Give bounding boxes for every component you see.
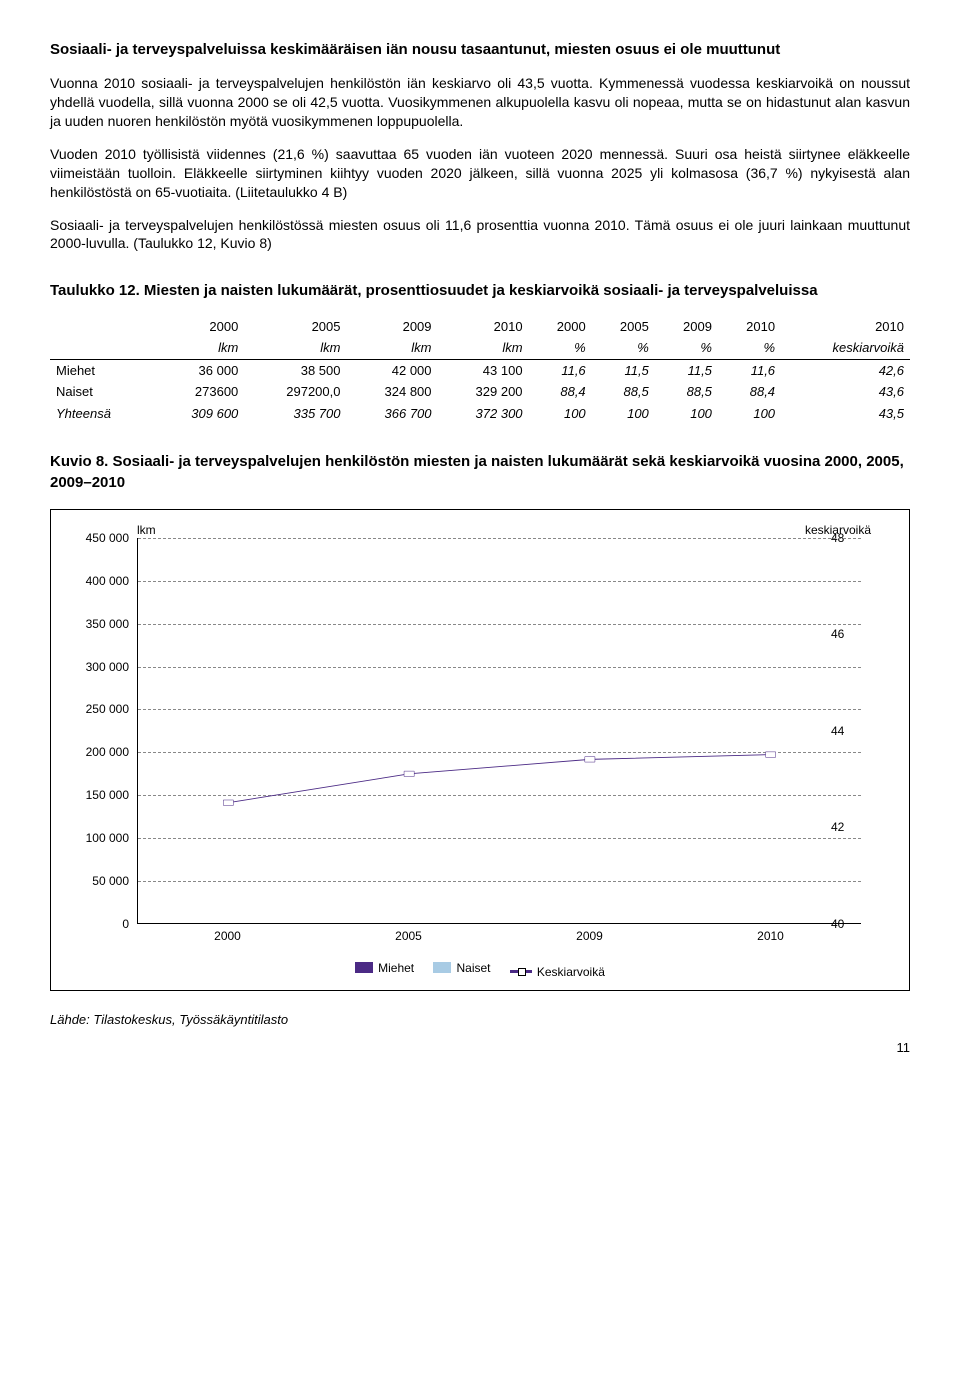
paragraph-2: Vuoden 2010 työllisistä viidennes (21,6 … (50, 145, 910, 202)
x-axis: 2000200520092010 (137, 928, 861, 946)
y-left-title: lkm (137, 522, 156, 538)
table-row: Yhteensä309 600335 700366 700372 3001001… (50, 403, 910, 425)
chart-title: Kuvio 8. Sosiaali- ja terveyspalvelujen … (50, 452, 910, 493)
y-left-axis: 050 000100 000150 000200 000250 000300 0… (69, 524, 129, 924)
legend-keskiarvoika: Keskiarvoikä (510, 964, 605, 980)
table-row: Miehet36 00038 50042 00043 10011,611,511… (50, 359, 910, 381)
chart-container: lkm keskiarvoikä 050 000100 000150 00020… (50, 509, 910, 991)
page-number: 11 (50, 1039, 910, 1057)
source-note: Lähde: Tilastokeskus, Työssäkäyntitilast… (50, 1011, 910, 1029)
section-heading: Sosiaali- ja terveyspalveluissa keskimää… (50, 40, 910, 60)
paragraph-3: Sosiaali- ja terveyspalvelujen henkilöst… (50, 216, 910, 254)
table-header-years: 2000 2005 2009 2010 2000 2005 2009 2010 … (50, 316, 910, 338)
table-row: Naiset273600297200,0324 800329 20088,488… (50, 381, 910, 403)
legend-miehet: Miehet (355, 960, 414, 976)
legend-naiset: Naiset (433, 960, 490, 976)
table-header-units: lkm lkm lkm lkm % % % % keskiarvoikä (50, 337, 910, 359)
plot-area (137, 538, 861, 924)
table-title: Taulukko 12. Miesten ja naisten lukumäär… (50, 281, 910, 301)
paragraph-1: Vuonna 2010 sosiaali- ja terveyspalveluj… (50, 74, 910, 131)
data-table: 2000 2005 2009 2010 2000 2005 2009 2010 … (50, 316, 910, 425)
chart-legend: Miehet Naiset Keskiarvoikä (69, 960, 891, 980)
